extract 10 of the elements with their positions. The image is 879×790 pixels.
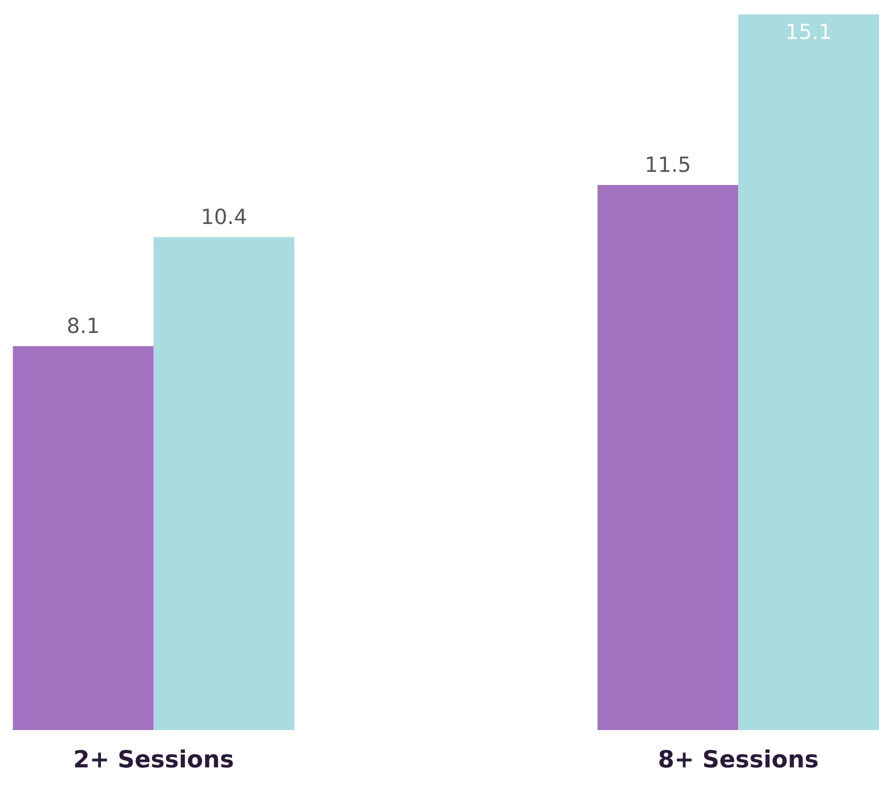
x-tick-label: 2+ Sessions <box>75 749 233 768</box>
data-label: 8.1 <box>68 318 98 334</box>
bar <box>598 184 738 730</box>
data-label: 10.4 <box>203 208 246 224</box>
data-label: 15.1 <box>788 24 830 40</box>
data-label: 11.5 <box>647 156 690 172</box>
bar <box>738 14 879 730</box>
bar <box>12 346 154 730</box>
bar <box>154 237 294 730</box>
x-tick-label: 8+ Sessions <box>659 749 818 768</box>
